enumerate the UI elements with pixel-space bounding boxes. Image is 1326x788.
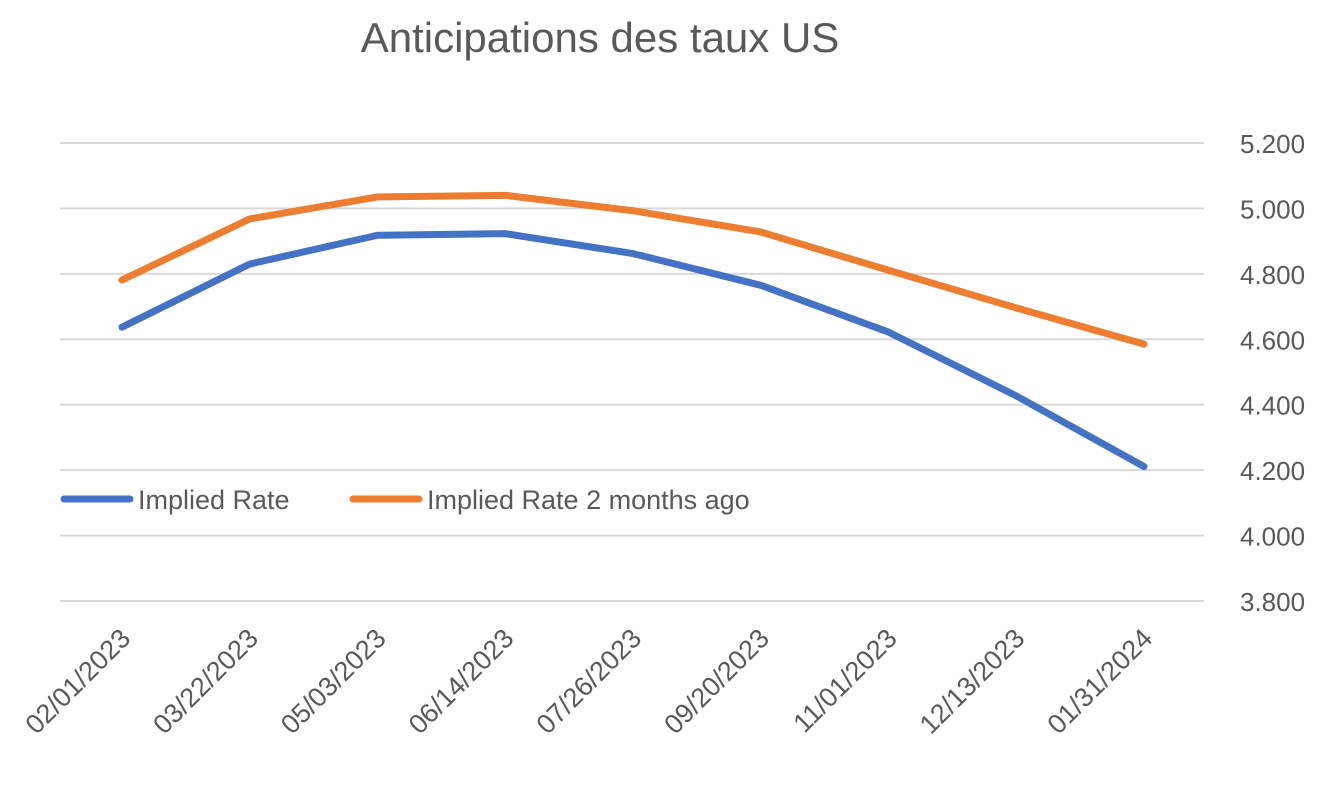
y-tick-label: 5.200 — [1240, 129, 1305, 159]
x-tick-label: 09/20/2023 — [658, 623, 775, 740]
x-tick-label: 06/14/2023 — [403, 623, 520, 740]
series-lines — [122, 195, 1144, 466]
legend-label: Implied Rate — [138, 485, 290, 515]
y-axis-ticks: 5.200 5.000 4.800 4.600 4.400 4.200 4.000 3.800 — [1240, 129, 1305, 617]
x-tick-label: 03/22/2023 — [147, 623, 264, 740]
x-tick-label: 05/03/2023 — [275, 623, 392, 740]
x-tick-label: 11/01/2023 — [787, 623, 902, 738]
x-tick-label: 01/31/2024 — [1041, 623, 1158, 740]
x-tick-label: 12/13/2023 — [914, 623, 1031, 740]
y-tick-label: 4.200 — [1240, 456, 1305, 486]
series-line-implied-rate — [122, 234, 1144, 467]
y-tick-label: 4.800 — [1240, 260, 1305, 290]
y-tick-label: 5.000 — [1240, 194, 1305, 224]
y-tick-label: 4.000 — [1240, 522, 1305, 552]
y-tick-label: 4.600 — [1240, 325, 1305, 355]
x-tick-label: 07/26/2023 — [530, 623, 647, 740]
series-line-implied-rate-2-months-ago — [122, 195, 1144, 344]
legend-label: Implied Rate 2 months ago — [427, 485, 750, 515]
y-tick-label: 4.400 — [1240, 391, 1305, 421]
legend: Implied Rate Implied Rate 2 months ago — [64, 485, 750, 515]
chart-title: Anticipations des taux US — [361, 14, 840, 61]
x-tick-label: 02/01/2023 — [19, 623, 136, 740]
y-tick-label: 3.800 — [1240, 587, 1305, 617]
